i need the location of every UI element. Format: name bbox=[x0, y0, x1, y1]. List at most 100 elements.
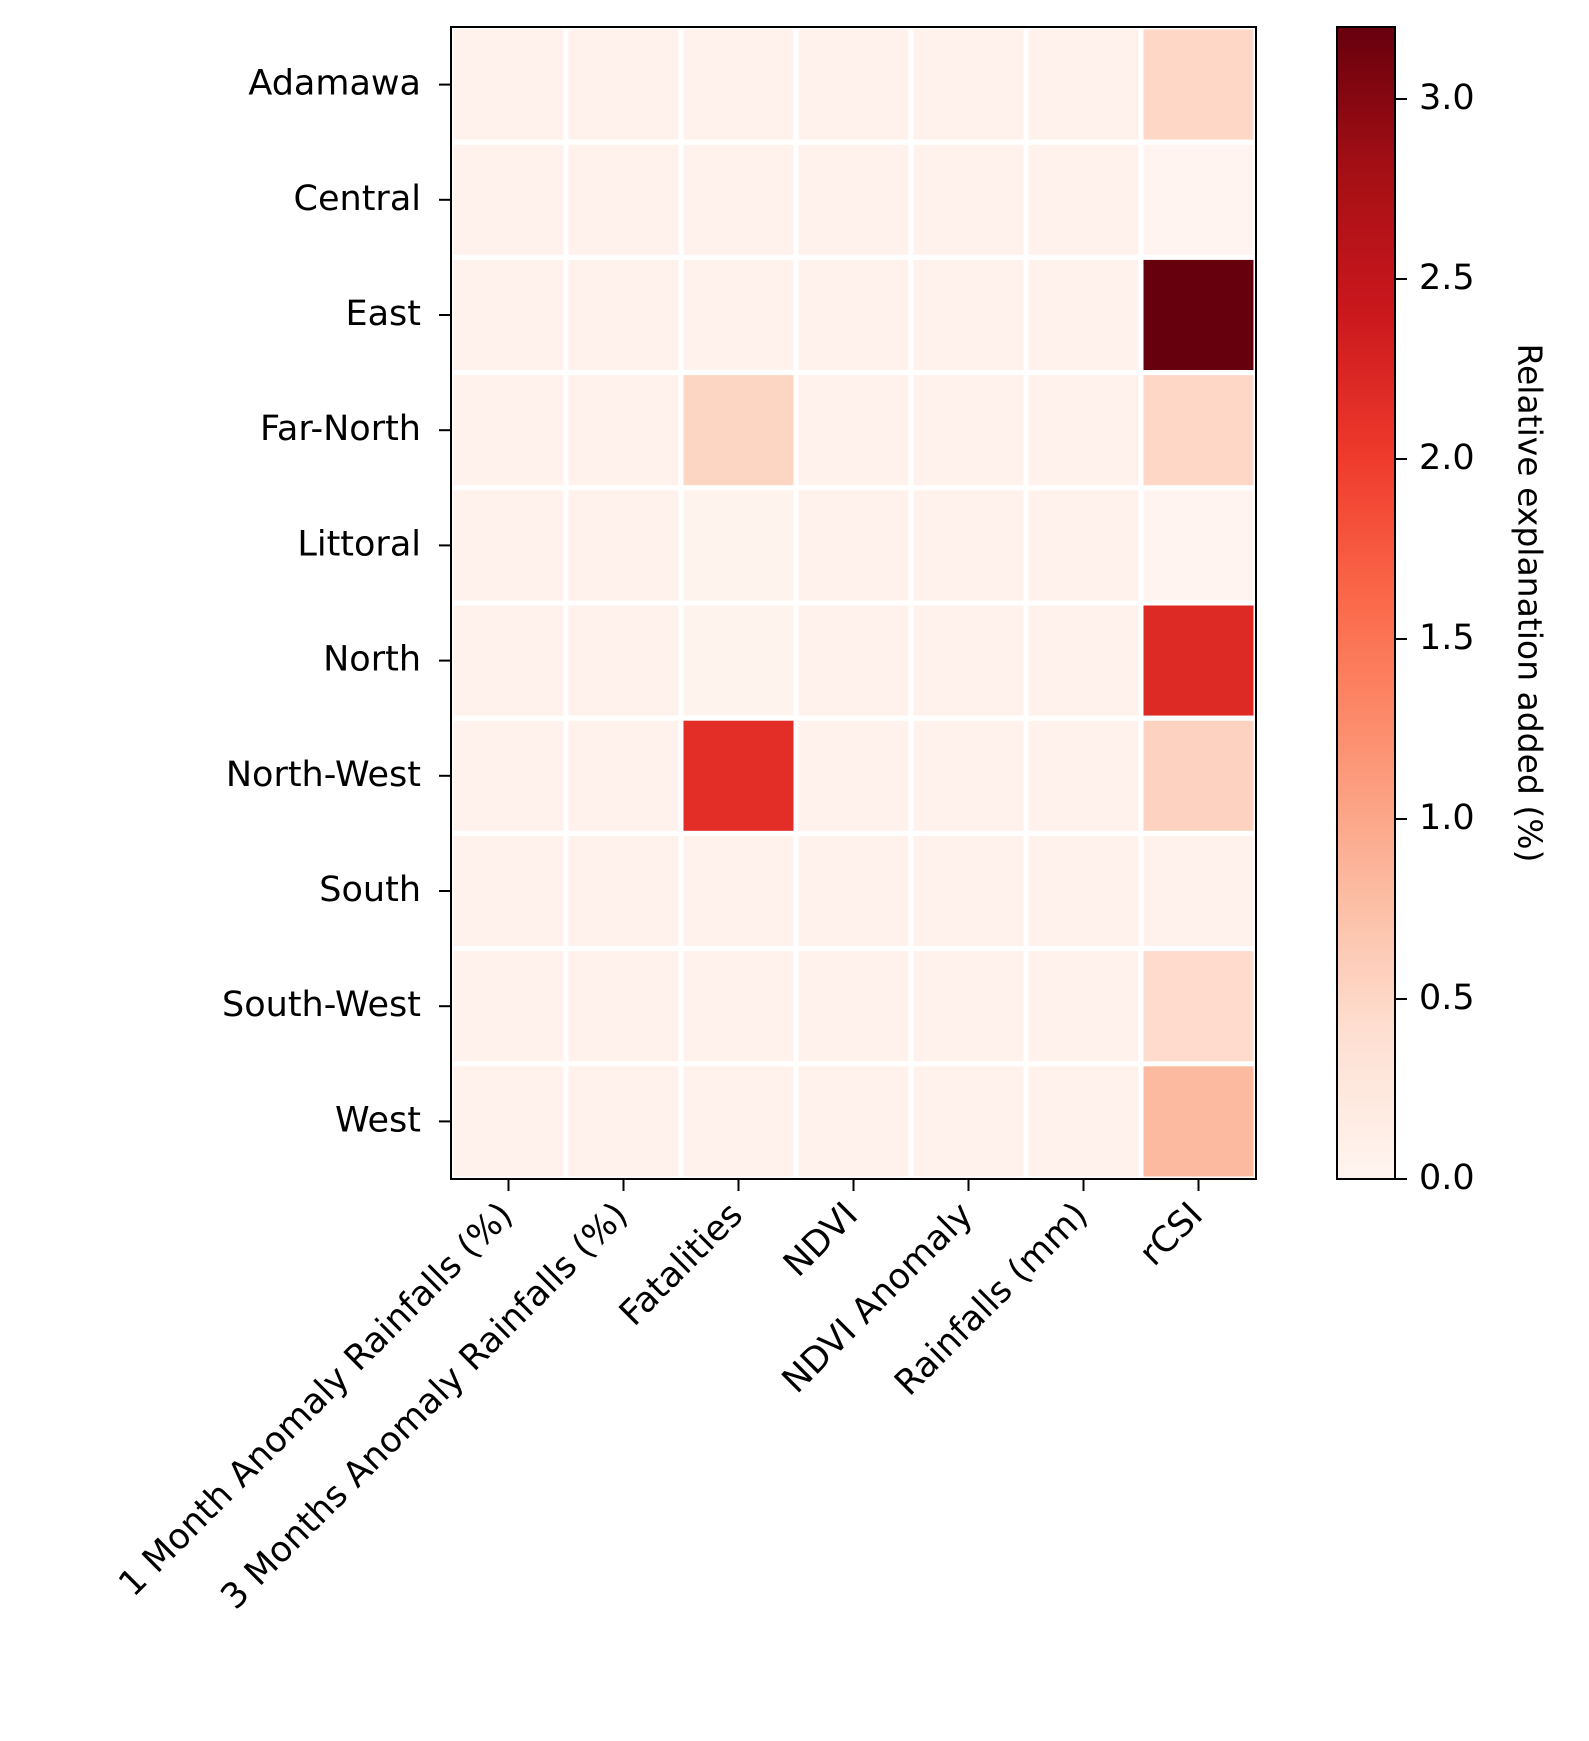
heatmap-cell-1-5 bbox=[1023, 139, 1144, 260]
heatmap-cell-3-1 bbox=[563, 370, 684, 491]
heatmap-cell-0-1 bbox=[563, 24, 684, 145]
heatmap-cell-6-1 bbox=[563, 715, 684, 836]
colorbar-gradient bbox=[1336, 26, 1396, 1180]
x-tick-label: 3 Months Anomaly Rainfalls (%) bbox=[214, 1195, 636, 1617]
heatmap-cells bbox=[448, 24, 1259, 1182]
heatmap-cell-1-0 bbox=[448, 139, 569, 260]
heatmap-cell-0-2 bbox=[678, 24, 799, 145]
heatmap-cell-4-6 bbox=[1138, 485, 1259, 606]
heatmap-cell-8-3 bbox=[793, 946, 914, 1067]
heatmap-cell-5-0 bbox=[448, 600, 569, 721]
heatmap-cell-2-3 bbox=[793, 254, 914, 376]
heatmap-cell-1-6 bbox=[1138, 139, 1259, 260]
heatmap-cell-5-1 bbox=[563, 600, 684, 721]
x-tick-label: NDVI bbox=[776, 1195, 866, 1285]
heatmap-cell-7-3 bbox=[793, 830, 914, 952]
heatmap-cell-6-6 bbox=[1138, 715, 1259, 836]
heatmap-cell-9-1 bbox=[563, 1061, 684, 1182]
heatmap-cell-8-2 bbox=[678, 946, 799, 1067]
heatmap-cell-5-3 bbox=[793, 600, 914, 721]
heatmap-cell-3-6 bbox=[1138, 370, 1259, 491]
heatmap-cell-2-4 bbox=[908, 254, 1029, 376]
heatmap-cell-9-6 bbox=[1138, 1061, 1259, 1182]
heatmap-cell-4-3 bbox=[793, 485, 914, 606]
heatmap-cell-3-4 bbox=[908, 370, 1029, 491]
colorbar: 0.0 0.5 1.0 1.5 2.0 2.5 3.0 Relative explanati… bbox=[1336, 26, 1550, 1198]
y-tick-label: Littoral bbox=[297, 524, 421, 564]
heatmap-cell-5-6 bbox=[1138, 600, 1259, 721]
y-tick-label: East bbox=[345, 294, 421, 334]
y-tick-label: South bbox=[319, 870, 421, 910]
heatmap-cell-4-5 bbox=[1023, 485, 1144, 606]
heatmap-cell-2-5 bbox=[1023, 254, 1144, 376]
y-tick-label: South-West bbox=[222, 985, 421, 1025]
heatmap-cell-5-2 bbox=[678, 600, 799, 721]
y-tick-label: West bbox=[335, 1100, 421, 1140]
heatmap-cell-5-5 bbox=[1023, 600, 1144, 721]
heatmap-cell-3-0 bbox=[448, 370, 569, 491]
heatmap-cell-9-5 bbox=[1023, 1061, 1144, 1182]
heatmap-cell-0-6 bbox=[1138, 24, 1259, 145]
heatmap-cell-8-6 bbox=[1138, 946, 1259, 1067]
y-tick-label: North bbox=[323, 640, 421, 680]
heatmap-cell-7-2 bbox=[678, 830, 799, 952]
heatmap-cell-7-5 bbox=[1023, 830, 1144, 952]
heatmap-cell-9-4 bbox=[908, 1061, 1029, 1182]
heatmap-cell-4-2 bbox=[678, 485, 799, 606]
colorbar-tick-label: 3.0 bbox=[1419, 78, 1475, 118]
heatmap-cell-0-0 bbox=[448, 24, 569, 145]
colorbar-tick-label: 1.5 bbox=[1419, 618, 1475, 658]
heatmap-cell-1-3 bbox=[793, 139, 914, 260]
heatmap-cell-4-4 bbox=[908, 485, 1029, 606]
x-tick-label: Fatalities bbox=[612, 1195, 751, 1334]
x-tick-label: Rainfalls (mm) bbox=[887, 1195, 1096, 1404]
heatmap-cell-5-4 bbox=[908, 600, 1029, 721]
x-axis: 1 Month Anomaly Rainfalls (%)3 Months An… bbox=[112, 1179, 1211, 1617]
heatmap-cell-7-1 bbox=[563, 830, 684, 952]
y-tick-label: Adamawa bbox=[248, 64, 421, 104]
heatmap-cell-2-2 bbox=[678, 254, 799, 376]
colorbar-tick-label: 1.0 bbox=[1419, 798, 1475, 838]
colorbar-tick-label: 2.5 bbox=[1419, 258, 1475, 298]
heatmap-cell-0-4 bbox=[908, 24, 1029, 145]
colorbar-tick-label: 0.5 bbox=[1419, 978, 1475, 1018]
y-axis: Adamawa Central East Far-North Littoral North… bbox=[222, 64, 451, 1140]
heatmap-cell-3-2 bbox=[678, 370, 799, 491]
colorbar-tick-label: 2.0 bbox=[1419, 438, 1475, 478]
colorbar-tick-label: 0.0 bbox=[1419, 1158, 1475, 1198]
colorbar-ticks: 0.0 0.5 1.0 1.5 2.0 2.5 3.0 bbox=[1395, 78, 1475, 1198]
colorbar-label: Relative explanation added (%) bbox=[1511, 344, 1550, 863]
heatmap-cell-2-0 bbox=[448, 254, 569, 376]
heatmap-cell-6-4 bbox=[908, 715, 1029, 836]
heatmap-cell-7-0 bbox=[448, 830, 569, 952]
heatmap-cell-7-4 bbox=[908, 830, 1029, 952]
heatmap-cell-8-0 bbox=[448, 946, 569, 1067]
heatmap-cell-6-2 bbox=[678, 715, 799, 836]
heatmap-cell-9-2 bbox=[678, 1061, 799, 1182]
heatmap-cell-6-0 bbox=[448, 715, 569, 836]
heatmap-cell-3-5 bbox=[1023, 370, 1144, 491]
heatmap-cell-0-5 bbox=[1023, 24, 1144, 145]
heatmap-cell-8-1 bbox=[563, 946, 684, 1067]
heatmap-cell-3-3 bbox=[793, 370, 914, 491]
heatmap-cell-8-4 bbox=[908, 946, 1029, 1067]
heatmap-cell-2-6 bbox=[1138, 254, 1259, 376]
heatmap-cell-4-1 bbox=[563, 485, 684, 606]
y-tick-label: North-West bbox=[226, 755, 421, 795]
y-tick-label: Far-North bbox=[260, 409, 421, 449]
heatmap-cell-4-0 bbox=[448, 485, 569, 606]
heatmap-cell-1-2 bbox=[678, 139, 799, 260]
heatmap-cell-9-0 bbox=[448, 1061, 569, 1182]
heatmap-cell-0-3 bbox=[793, 24, 914, 145]
heatmap-cell-1-1 bbox=[563, 139, 684, 260]
x-tick-label: rCSI bbox=[1132, 1195, 1211, 1274]
heatmap-cell-9-3 bbox=[793, 1061, 914, 1182]
heatmap-cell-8-5 bbox=[1023, 946, 1144, 1067]
heatmap-cell-6-5 bbox=[1023, 715, 1144, 836]
heatmap-cell-2-1 bbox=[563, 254, 684, 376]
heatmap-cell-1-4 bbox=[908, 139, 1029, 260]
heatmap-cell-7-6 bbox=[1138, 830, 1259, 952]
heatmap-cell-6-3 bbox=[793, 715, 914, 836]
y-tick-label: Central bbox=[294, 179, 421, 219]
